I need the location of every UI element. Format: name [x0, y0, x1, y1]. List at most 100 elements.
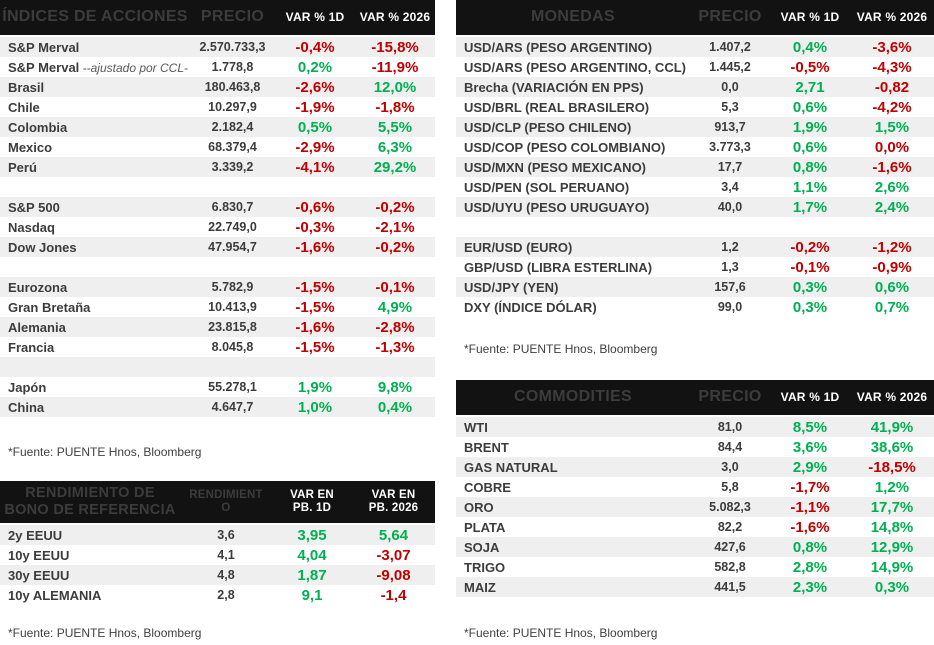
- table-row: 2y EEUU 3,6 3,95 5,64: [0, 525, 435, 545]
- row-label: SOJA: [464, 539, 500, 555]
- spacer-row: [0, 357, 435, 377]
- var-2026-cell: 41,9%: [870, 418, 914, 436]
- row-label: Nasdaq: [8, 219, 55, 235]
- table-row: Brecha (VARIACIÓN EN PPS) 0,0 2,71 -0,82: [456, 77, 934, 97]
- var-2026-cell: 14,9%: [870, 558, 914, 576]
- var-2026-cell: -1,2%: [872, 238, 912, 256]
- bonds-table: RENDIMIENTO DE BONO DE REFERENCIA RENDIM…: [0, 481, 435, 605]
- var-2026-cell: -15,8%: [371, 38, 419, 56]
- commodities-table-header: COMMODITIES PRECIO VAR % 1D VAR % 2026: [456, 380, 934, 417]
- price-cell: 1,2: [721, 240, 739, 254]
- row-label: USD/ARS (PESO ARGENTINO): [464, 39, 653, 55]
- var-2026-cell: -4,3%: [872, 58, 912, 76]
- bonds-table-title: RENDIMIENTO DE BONO DE REFERENCIA: [4, 485, 176, 518]
- table-row: Brasil 180.463,8 -2,6% 12,0%: [0, 77, 435, 97]
- spacer-row: [456, 217, 934, 237]
- price-cell: 5.782,9: [211, 280, 254, 294]
- row-label: USD/ARS (PESO ARGENTINO, CCL): [464, 59, 686, 75]
- var-1d-cell: -0,3%: [295, 218, 335, 236]
- commodities-table-title: COMMODITIES: [514, 388, 632, 406]
- monedas-table-header: MONEDAS PRECIO VAR % 1D VAR % 2026: [456, 0, 934, 37]
- table-row: Eurozona 5.782,9 -1,5% -0,1%: [0, 277, 435, 297]
- var-1d-cell: 0,8%: [792, 158, 828, 176]
- var-1d-cell: 3,95: [297, 526, 327, 544]
- spacer-row: [0, 177, 435, 197]
- source-note: *Fuente: PUENTE Hnos, Bloomberg: [8, 445, 202, 459]
- price-cell: 6.830,7: [211, 200, 254, 214]
- row-label: USD/UYU (PESO URUGUAYO): [464, 199, 650, 215]
- price-cell: 4,1: [217, 548, 235, 562]
- table-row: Francia 8.045,8 -1,5% -1,3%: [0, 337, 435, 357]
- table-row: China 4.647,7 1,0% 0,4%: [0, 397, 435, 417]
- row-label: Mexico: [8, 139, 53, 155]
- var-1d-cell: 0,6%: [792, 98, 828, 116]
- var-2026-cell: 1,2%: [874, 478, 910, 496]
- var-1d-cell: 1,87: [297, 566, 327, 584]
- price-cell: 2.570.733,3: [199, 40, 266, 54]
- row-label: 10y EEUU: [8, 547, 70, 563]
- price-cell: 3,0: [721, 460, 739, 474]
- indices-table-header: ÍNDICES DE ACCIONES PRECIO VAR % 1D VAR …: [0, 0, 435, 37]
- price-cell: 4,8: [217, 568, 235, 582]
- var-2026-cell: 0,3%: [874, 578, 910, 596]
- table-row: USD/COP (PESO COLOMBIANO) 3.773,3 0,6% 0,0%: [456, 137, 934, 157]
- row-label: USD/CLP (PESO CHILENO): [464, 119, 632, 135]
- price-cell: 441,5: [714, 580, 746, 594]
- monedas-table-body: USD/ARS (PESO ARGENTINO) 1.407,2 0,4% -3,6%…: [456, 37, 934, 317]
- table-row: Colombia 2.182,4 0,5% 5,5%: [0, 117, 435, 137]
- var-1d-cell: -0,5%: [790, 58, 830, 76]
- var-2026-cell: -0,9%: [872, 258, 912, 276]
- price-cell: 10.297,9: [208, 100, 257, 114]
- price-cell: 81,0: [717, 420, 743, 434]
- monedas-table-title: MONEDAS: [531, 8, 615, 26]
- var-2026-cell: -1,8%: [375, 98, 415, 116]
- var-1d-cell: 0,2%: [297, 58, 333, 76]
- var-2026-cell: -0,1%: [375, 278, 415, 296]
- var-2026-cell: -1,3%: [375, 338, 415, 356]
- var-2026-cell: 0,0%: [874, 138, 910, 156]
- row-label: GBP/USD (LIBRA ESTERLINA): [464, 259, 653, 275]
- price-cell: 3,4: [721, 180, 739, 194]
- table-row: DXY (ÍNDICE DÓLAR) 99,0 0,3% 0,7%: [456, 297, 934, 317]
- table-row: TRIGO 582,8 2,8% 14,9%: [456, 557, 934, 577]
- var-1d-cell: 1,7%: [792, 198, 828, 216]
- table-row: ORO 5.082,3 -1,1% 17,7%: [456, 497, 934, 517]
- monedas-column-var-1d: VAR % 1D: [780, 9, 840, 24]
- var-2026-cell: 0,6%: [874, 278, 910, 296]
- monedas-column-precio: PRECIO: [698, 8, 762, 26]
- table-row: GAS NATURAL 3,0 2,9% -18,5%: [456, 457, 934, 477]
- var-2026-cell: 29,2%: [373, 158, 417, 176]
- var-1d-cell: 0,8%: [792, 538, 828, 556]
- price-cell: 84,4: [717, 440, 743, 454]
- price-cell: 55.278,1: [208, 380, 257, 394]
- price-cell: 2,8: [217, 588, 235, 602]
- var-1d-cell: 2,3%: [792, 578, 828, 596]
- row-label: DXY (ÍNDICE DÓLAR): [464, 299, 597, 315]
- row-label: USD/JPY (YEN): [464, 279, 559, 295]
- row-label: ORO: [464, 499, 494, 515]
- var-2026-cell: -0,2%: [375, 238, 415, 256]
- var-1d-cell: -2,6%: [295, 78, 335, 96]
- price-cell: 3.339,2: [211, 160, 254, 174]
- indices-column-var-1d: VAR % 1D: [285, 9, 345, 24]
- indices-table-title: ÍNDICES DE ACCIONES: [2, 8, 188, 26]
- table-row: USD/JPY (YEN) 157,6 0,3% 0,6%: [456, 277, 934, 297]
- var-2026-cell: -4,2%: [872, 98, 912, 116]
- var-2026-cell: -2,1%: [375, 218, 415, 236]
- var-1d-cell: 4,04: [297, 546, 327, 564]
- var-2026-cell: 2,4%: [874, 198, 910, 216]
- var-1d-cell: 1,9%: [792, 118, 828, 136]
- var-2026-cell: -9,08: [376, 566, 411, 584]
- source-note: *Fuente: PUENTE Hnos, Bloomberg: [8, 626, 202, 640]
- row-label: PLATA: [464, 519, 506, 535]
- row-label: Francia: [8, 339, 55, 355]
- var-1d-cell: -1,5%: [295, 278, 335, 296]
- indices-column-precio: PRECIO: [200, 8, 265, 26]
- var-1d-cell: -0,2%: [790, 238, 830, 256]
- price-cell: 4.647,7: [211, 400, 254, 414]
- row-label: TRIGO: [464, 559, 506, 575]
- row-label: S&P Merval --ajustado por CCL-: [8, 59, 189, 75]
- monedas-column-var-2026: VAR % 2026: [856, 9, 928, 24]
- table-row: GBP/USD (LIBRA ESTERLINA) 1,3 -0,1% -0,9%: [456, 257, 934, 277]
